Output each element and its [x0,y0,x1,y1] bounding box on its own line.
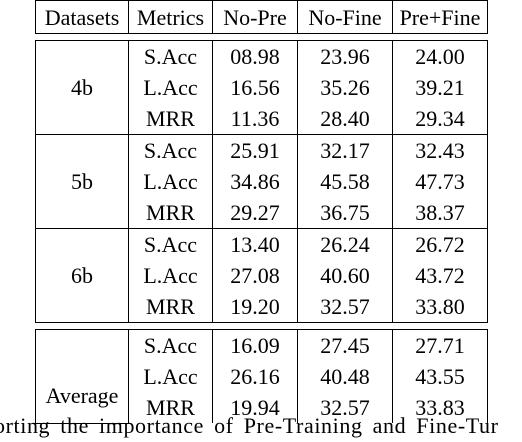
metric-cell: L.Acc [128,361,213,392]
header-metrics: Metrics [128,0,213,34]
no-pre-cell: 27.08 [212,260,298,291]
caption-text: orting the importance of Pre-Training an… [0,413,499,438]
pre-fine-cell: 24.00 [392,40,488,72]
no-fine-cell: 45.58 [297,166,393,197]
header-pre-fine: Pre+Fine [392,0,488,34]
no-fine-cell: 32.17 [297,134,393,166]
no-fine-cell: 27.45 [297,329,393,361]
header-no-fine: No-Fine [297,0,393,34]
pre-fine-cell: 29.34 [392,103,488,135]
metric-cell: MRR [128,197,213,229]
pre-fine-cell: 32.43 [392,134,488,166]
no-fine-cell: 35.26 [297,72,393,103]
no-fine-cell: 36.75 [297,197,393,229]
table-row: L.Acc 26.16 40.48 43.55 [36,361,488,392]
dataset-label: 6b [35,228,129,323]
table-row: L.Acc 34.86 45.58 47.73 [36,166,488,197]
dataset-label: 4b [35,40,129,135]
no-fine-cell: 23.96 [297,40,393,72]
no-pre-cell: 25.91 [212,134,298,166]
table-row: MRR 19.94 32.57 33.83 [36,392,488,423]
no-pre-cell: 34.86 [212,166,298,197]
metric-cell: MRR [128,392,213,423]
metric-cell: L.Acc [128,72,213,103]
table-row: L.Acc 27.08 40.60 43.72 [36,260,488,291]
no-fine-cell: 32.57 [297,291,393,323]
table-row: 6b S.Acc 13.40 26.24 26.72 [35,228,488,323]
table-row: 5b S.Acc 25.91 32.17 32.43 [35,134,488,229]
pre-fine-cell: 43.55 [392,361,488,392]
table-caption: orting the importance of Pre-Training an… [0,412,522,440]
metric-cell: S.Acc [128,40,213,72]
no-pre-cell: 13.40 [212,228,298,260]
header-row: Datasets Metrics No-Pre No-Fine Pre+Fine [35,0,488,34]
table-row: 4b S.Acc 08.98 23.96 24.00 [35,40,488,135]
metric-cell: S.Acc [128,228,213,260]
pre-fine-cell: 33.83 [392,392,488,423]
pre-fine-cell: 26.72 [392,228,488,260]
no-fine-cell: 26.24 [297,228,393,260]
header-no-pre: No-Pre [212,0,298,34]
pre-fine-cell: 38.37 [392,197,488,229]
table-gap [35,322,488,330]
metric-cell: S.Acc [128,134,213,166]
dataset-label: Average [35,329,129,424]
metric-cell: L.Acc [128,166,213,197]
no-pre-cell: 29.27 [212,197,298,229]
table-row: MRR 29.27 36.75 38.37 [36,197,488,229]
no-pre-cell: 16.56 [212,72,298,103]
no-pre-cell: 16.09 [212,329,298,361]
no-pre-cell: 08.98 [212,40,298,72]
no-pre-cell: 19.20 [212,291,298,323]
no-fine-cell: 40.48 [297,361,393,392]
no-fine-cell: 40.60 [297,260,393,291]
pre-fine-cell: 43.72 [392,260,488,291]
metric-cell: MRR [128,103,213,135]
no-pre-cell: 19.94 [212,392,298,423]
pre-fine-cell: 39.21 [392,72,488,103]
metric-cell: S.Acc [128,329,213,361]
table-gap [35,33,488,41]
dataset-label: 5b [35,134,129,229]
no-fine-cell: 32.57 [297,392,393,423]
table-row: MRR 19.20 32.57 33.80 [36,291,488,323]
table-row: Average S.Acc 16.09 27.45 27.71 [35,329,488,424]
results-table: Datasets Metrics No-Pre No-Fine Pre+Fine… [35,0,488,424]
no-pre-cell: 26.16 [212,361,298,392]
table-row: L.Acc 16.56 35.26 39.21 [36,72,488,103]
pre-fine-cell: 47.73 [392,166,488,197]
metric-cell: MRR [128,291,213,323]
no-fine-cell: 28.40 [297,103,393,135]
pre-fine-cell: 33.80 [392,291,488,323]
metric-cell: L.Acc [128,260,213,291]
pre-fine-cell: 27.71 [392,329,488,361]
header-datasets: Datasets [35,0,129,34]
no-pre-cell: 11.36 [212,103,298,135]
table-row: MRR 11.36 28.40 29.34 [36,103,488,135]
